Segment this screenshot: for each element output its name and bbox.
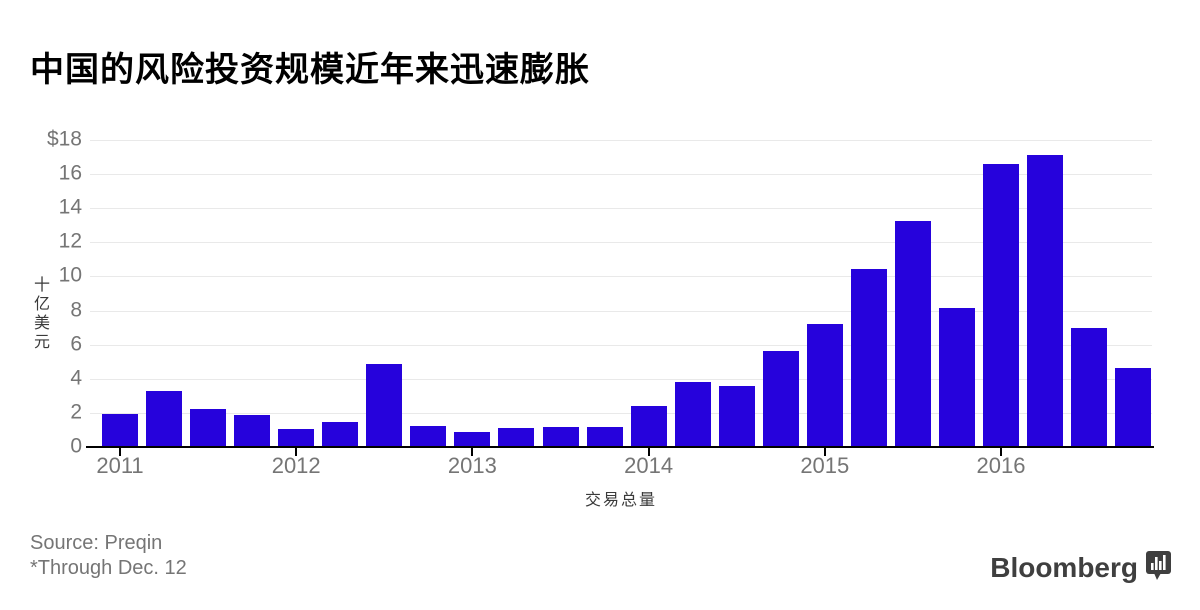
bar-2012-q2 bbox=[322, 422, 359, 447]
y-tick-label: 4 bbox=[70, 366, 82, 390]
bar-2011-q1 bbox=[102, 413, 138, 447]
gridline bbox=[90, 310, 1152, 312]
footer: Source: Preqin *Through Dec. 12 bbox=[30, 531, 187, 581]
plot-area: 2011 2012 2013 2014 2015 2016 bbox=[90, 140, 1152, 478]
bloomberg-wordmark: Bloomberg bbox=[990, 552, 1138, 583]
y-tick-label: 0 bbox=[70, 434, 82, 458]
gridline bbox=[90, 174, 1152, 176]
bar-2011-q2 bbox=[146, 390, 183, 447]
bar-2016-q3 bbox=[1071, 328, 1108, 447]
x-year-label-2013: 2013 bbox=[447, 453, 497, 478]
bar-2016-q1 bbox=[983, 163, 1019, 447]
bar-2014-q3 bbox=[718, 386, 755, 447]
x-tick-2015 bbox=[823, 447, 826, 456]
bar-2013-q2 bbox=[498, 428, 535, 447]
source-note: Source: Preqin bbox=[30, 532, 163, 554]
y-tick-label: 16 bbox=[58, 161, 82, 185]
x-tick-2012 bbox=[295, 447, 298, 456]
bar-2011-q3 bbox=[190, 409, 227, 447]
y-tick-label: 2 bbox=[70, 400, 82, 424]
x-year-label-2011: 2011 bbox=[96, 453, 144, 478]
bar-2015-q2 bbox=[850, 268, 887, 447]
bar-2012-q3 bbox=[366, 364, 403, 447]
gridline bbox=[90, 344, 1152, 346]
x-year-label-2015: 2015 bbox=[800, 453, 850, 478]
bar-2011-q4 bbox=[234, 415, 271, 447]
y-axis-title: 十亿美元 bbox=[31, 276, 48, 352]
gridline bbox=[90, 208, 1152, 210]
gridline bbox=[90, 140, 1152, 141]
y-tick-label: 14 bbox=[58, 195, 82, 219]
bar-2014-q4 bbox=[762, 350, 799, 447]
x-tick-2013 bbox=[471, 447, 474, 456]
bar-chart-badge-icon bbox=[1145, 550, 1172, 586]
bar-2015-q1 bbox=[806, 324, 843, 447]
x-year-label-2014: 2014 bbox=[624, 453, 674, 478]
bloomberg-logo: Bloomberg bbox=[990, 550, 1172, 586]
x-axis-line bbox=[86, 446, 1154, 448]
x-tick-2011 bbox=[119, 447, 121, 456]
bar-2013-q1 bbox=[454, 431, 491, 447]
bar-2012-q1 bbox=[278, 429, 315, 447]
y-tick-label: 6 bbox=[70, 332, 82, 356]
bar-2016-q4- bbox=[1115, 367, 1152, 447]
bar-2013-q4 bbox=[586, 426, 623, 447]
y-tick-label: 8 bbox=[70, 298, 82, 322]
y-tick-label: $18 bbox=[46, 127, 82, 151]
x-axis-title: 交易总量 bbox=[584, 492, 657, 509]
bar-2014-q1 bbox=[630, 406, 667, 447]
gridline bbox=[90, 276, 1152, 278]
bar-2013-q3 bbox=[542, 427, 579, 447]
bar-2015-q4 bbox=[938, 308, 975, 447]
y-tick-label: 12 bbox=[58, 229, 82, 253]
y-tick-label: 10 bbox=[58, 263, 82, 287]
x-tick-2016 bbox=[1000, 447, 1002, 456]
gridline bbox=[90, 378, 1152, 380]
x-tick-2014 bbox=[647, 447, 650, 456]
x-year-label-2016: 2016 bbox=[976, 453, 1026, 478]
footnote: *Through Dec. 12 bbox=[30, 557, 187, 579]
bar-2016-q2 bbox=[1027, 155, 1064, 447]
bar-2014-q2 bbox=[674, 382, 711, 447]
gridline bbox=[90, 242, 1152, 244]
bar-2015-q3 bbox=[894, 221, 931, 447]
bar-2012-q4 bbox=[410, 425, 447, 447]
x-year-label-2012: 2012 bbox=[271, 453, 321, 478]
chart-title: 中国的风险投资规模近年来迅速膨胀 bbox=[30, 51, 590, 89]
gridline bbox=[90, 412, 1152, 414]
